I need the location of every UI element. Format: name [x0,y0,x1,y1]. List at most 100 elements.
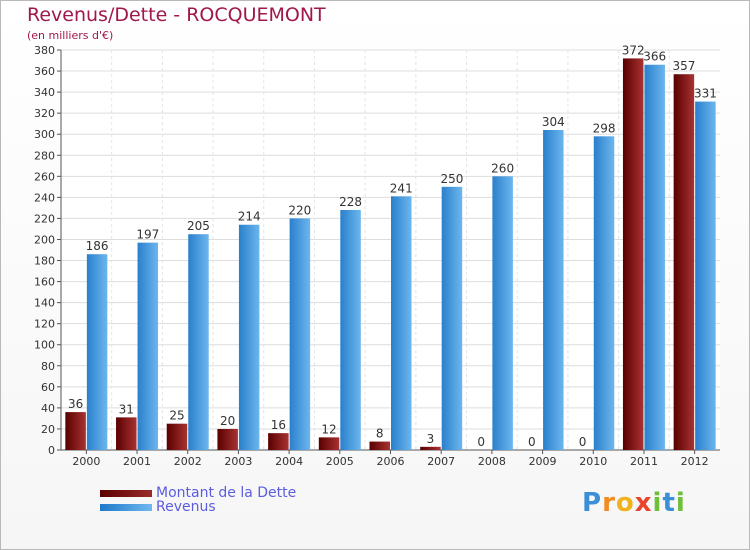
x-tick-label: 2005 [326,455,354,468]
data-label-debt: 20 [220,414,235,428]
logo-letter: P [582,488,603,518]
bar-revenue [695,101,716,450]
data-label-revenue: 366 [643,50,666,64]
y-tick-label: 20 [41,423,55,436]
y-tick-label: 140 [34,297,55,310]
bar-debt [116,417,137,450]
bar-revenue [593,136,615,450]
bar-revenue [492,176,513,450]
legend-item-debt: Montant de la Dette [100,486,296,500]
y-tick-label: 100 [34,339,55,352]
data-label-debt: 0 [528,435,536,449]
logo-letter: o [615,488,635,518]
y-tick-label: 280 [34,149,55,162]
legend-label-debt: Montant de la Dette [156,485,297,501]
data-label-revenue: 186 [86,239,109,253]
data-label-revenue: 241 [390,181,413,195]
y-tick-label: 180 [34,255,55,268]
bar-debt [217,428,238,450]
chart-subtitle: (en milliers d'€) [27,29,114,42]
data-label-revenue: 250 [440,172,463,186]
data-label-debt: 36 [68,397,83,411]
logo-letter: t [662,488,676,518]
bar-revenue [543,130,564,450]
data-label-revenue: 260 [491,161,514,175]
data-label-revenue: 205 [187,219,210,233]
y-tick-label: 380 [34,44,55,57]
bar-revenue [644,64,665,450]
data-label-debt: 357 [672,59,695,73]
data-label-revenue: 220 [288,203,311,217]
data-label-debt: 0 [579,435,587,449]
x-tick-label: 2012 [681,455,709,468]
legend-swatch-debt [100,489,152,497]
data-label-revenue: 197 [136,228,159,242]
data-label-revenue: 298 [593,121,616,135]
data-label-revenue: 304 [542,115,565,129]
bar-debt [268,433,289,450]
y-tick-label: 260 [34,170,55,183]
y-tick-label: 320 [34,107,55,120]
bar-revenue [188,234,209,450]
bar-debt [673,74,695,451]
bar-revenue [289,218,311,450]
y-tick-label: 240 [34,191,55,204]
logo-letter: r [602,488,616,518]
bar-revenue [441,186,463,450]
bar-debt [318,437,340,450]
legend: Montant de la Dette Revenus [100,486,296,514]
y-tick-label: 60 [41,381,55,394]
x-tick-label: 2004 [275,455,303,468]
bar-debt [369,441,390,450]
legend-swatch-revenue [100,503,152,511]
y-tick-label: 0 [48,444,55,457]
data-label-debt: 372 [622,43,645,57]
data-label-revenue: 228 [339,195,362,209]
logo-letter: x [634,488,653,518]
bar-debt [622,58,644,450]
proxiti-logo: Proxiti [582,488,686,518]
y-tick-label: 300 [34,128,55,141]
x-tick-label: 2001 [123,455,151,468]
y-tick-label: 220 [34,212,55,225]
x-tick-label: 2006 [377,455,405,468]
data-label-revenue: 214 [238,210,261,224]
logo-letter: i [652,488,663,518]
data-label-revenue: 331 [694,87,717,101]
x-tick-label: 2007 [427,455,455,468]
bar-revenue [86,254,108,450]
chart-title: Revenus/Dette - ROCQUEMONT [27,4,326,26]
y-tick-label: 200 [34,233,55,246]
x-tick-label: 2010 [579,455,607,468]
bar-revenue [391,196,412,450]
y-tick-label: 40 [41,402,55,415]
legend-label-revenue: Revenus [156,499,216,515]
y-tick-label: 80 [41,360,55,373]
x-tick-label: 2011 [630,455,658,468]
bar-debt [166,423,188,450]
bar-revenue [137,242,159,450]
bar-revenue [340,210,361,450]
y-tick-label: 340 [34,86,55,99]
x-tick-label: 2000 [72,455,100,468]
y-tick-label: 160 [34,276,55,289]
data-label-debt: 8 [376,427,384,441]
x-tick-label: 2009 [529,455,557,468]
data-label-debt: 31 [119,402,134,416]
y-tick-label: 120 [34,318,55,331]
x-tick-label: 2002 [174,455,202,468]
y-tick-label: 360 [34,65,55,78]
data-label-debt: 0 [477,435,485,449]
data-label-debt: 16 [271,418,286,432]
plot-area [61,50,720,450]
bar-revenue [238,224,260,450]
bar-debt [420,446,441,450]
data-label-debt: 12 [321,422,336,436]
data-label-debt: 25 [169,409,184,423]
x-tick-label: 2003 [224,455,252,468]
data-label-debt: 3 [427,432,435,446]
bar-debt [65,412,86,450]
logo-letter: i [675,488,686,518]
legend-item-revenue: Revenus [100,500,296,514]
